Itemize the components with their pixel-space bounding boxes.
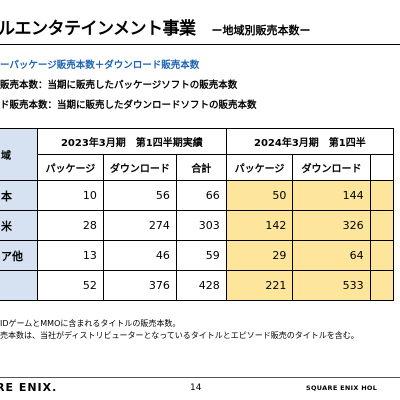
subheader-2023-package: パッケージ bbox=[36, 154, 104, 181]
value-cell bbox=[369, 180, 395, 211]
subheader-2024-cut bbox=[369, 154, 395, 181]
value-cell: 13 bbox=[36, 240, 104, 271]
value-cell: 274 bbox=[102, 210, 177, 241]
table-row: 本 10 56 66 50 144 bbox=[0, 180, 395, 211]
value-cell: 66 bbox=[175, 180, 227, 211]
value-cell: 52 bbox=[36, 270, 104, 301]
footnote-1: IDゲームとMMOに含まれるタイトルの販売本数。 bbox=[0, 319, 181, 328]
value-cell bbox=[369, 270, 395, 301]
footnote-2: 売本数は、当社がディストリビューターとなっているタイトルとエピソード販売のタイト… bbox=[0, 331, 359, 340]
region-cell bbox=[0, 270, 38, 301]
page-subtitle: ー地域別販売本数ー bbox=[211, 24, 311, 37]
value-cell: 50 bbox=[225, 180, 294, 211]
region-cell: 本 bbox=[0, 180, 38, 211]
page-title: ルエンタテインメント事業 bbox=[0, 19, 196, 39]
subheader-2024-package: パッケージ bbox=[225, 154, 294, 181]
value-cell: 28 bbox=[36, 210, 104, 241]
region-cell: 米 bbox=[0, 210, 38, 241]
value-cell: 142 bbox=[225, 210, 294, 241]
value-cell: 10 bbox=[36, 180, 104, 211]
region-cell: ア他 bbox=[0, 240, 38, 271]
subheader-2023-total: 合計 bbox=[175, 154, 227, 181]
company-name: SQUARE ENIX HOL bbox=[306, 384, 378, 392]
note-total-definition: ーパッケージ販売本数＋ダウンロード販売本数 bbox=[0, 60, 200, 71]
table-row-total: 52 376 428 221 533 bbox=[0, 270, 395, 301]
page-title-row: ルエンタテインメント事業 ー地域別販売本数ー bbox=[0, 14, 311, 39]
footnotes: IDゲームとMMOに含まれるタイトルの販売本数。 売本数は、当社がディストリビュ… bbox=[0, 318, 359, 342]
value-cell: 59 bbox=[175, 240, 227, 271]
value-cell bbox=[369, 210, 395, 241]
company-logo: RE ENIX. bbox=[0, 381, 58, 394]
value-cell bbox=[369, 240, 395, 271]
definition-notes: ーパッケージ販売本数＋ダウンロード販売本数 販売本数：当期に販売したパッケージソ… bbox=[0, 56, 257, 116]
value-cell: 144 bbox=[292, 180, 371, 211]
note-download-definition: ド販売本数：当期に販売したダウンロードソフトの販売本数 bbox=[0, 100, 257, 111]
value-cell: 376 bbox=[102, 270, 177, 301]
value-cell: 221 bbox=[225, 270, 294, 301]
value-cell: 533 bbox=[292, 270, 371, 301]
table-row: ア他 13 46 59 29 64 bbox=[0, 240, 395, 271]
footer-divider bbox=[0, 377, 400, 378]
table-row: 米 28 274 303 142 326 bbox=[0, 210, 395, 241]
value-cell: 428 bbox=[175, 270, 227, 301]
table-subheader-row: パッケージ ダウンロード 合計 パッケージ ダウンロード bbox=[0, 154, 395, 181]
title-divider bbox=[0, 44, 400, 45]
subheader-2024-download: ダウンロード bbox=[292, 154, 371, 181]
value-cell: 326 bbox=[292, 210, 371, 241]
subheader-2023-download: ダウンロード bbox=[102, 154, 177, 181]
value-cell: 303 bbox=[175, 210, 227, 241]
value-cell: 46 bbox=[102, 240, 177, 271]
region-column-header: 域 bbox=[0, 128, 38, 181]
note-package-definition: 販売本数：当期に販売したパッケージソフトの販売本数 bbox=[0, 80, 238, 91]
regional-sales-table: 域 2023年3月期 第1四半期実績 2024年3月期 第1四半 パッケージ ダ… bbox=[0, 128, 395, 301]
value-cell: 64 bbox=[292, 240, 371, 271]
value-cell: 56 bbox=[102, 180, 177, 211]
page-number: 14 bbox=[190, 383, 202, 393]
value-cell: 29 bbox=[225, 240, 294, 271]
group-header-2024: 2024年3月期 第1四半 bbox=[225, 128, 395, 155]
group-header-2023: 2023年3月期 第1四半期実績 bbox=[36, 128, 227, 155]
table-header-row: 域 2023年3月期 第1四半期実績 2024年3月期 第1四半 bbox=[0, 128, 395, 181]
